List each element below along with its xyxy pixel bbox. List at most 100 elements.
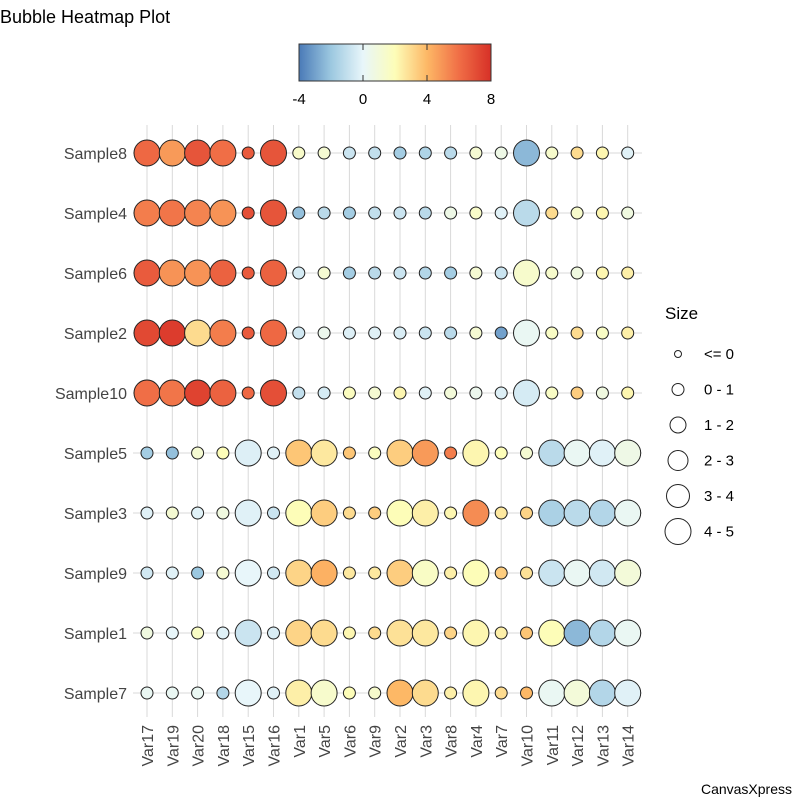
bubble-sample7-var12[interactable] (563, 679, 591, 707)
bubble-sample3-var6[interactable] (342, 506, 356, 520)
bubble-sample2-var6[interactable] (342, 326, 356, 340)
bubble-sample5-var15[interactable] (234, 439, 262, 467)
bubble-sample4-var16[interactable] (260, 199, 287, 227)
bubble-sample1-var18[interactable] (216, 626, 230, 640)
bubble-sample5-var10[interactable] (520, 446, 533, 460)
bubble-sample10-var16[interactable] (260, 379, 287, 407)
bubble-sample9-var4[interactable] (462, 559, 490, 587)
bubble-sample10-var18[interactable] (209, 379, 237, 407)
bubble-sample9-var9[interactable] (368, 566, 382, 580)
bubble-sample1-var1[interactable] (285, 619, 313, 647)
bubble-sample8-var10[interactable] (513, 139, 540, 167)
bubble-sample2-var11[interactable] (545, 326, 559, 340)
bubble-sample1-var3[interactable] (411, 619, 439, 647)
bubble-sample1-var10[interactable] (520, 626, 533, 640)
bubble-sample10-var10[interactable] (513, 379, 540, 407)
bubble-sample7-var2[interactable] (386, 679, 414, 707)
bubble-sample8-var7[interactable] (494, 146, 508, 160)
bubble-sample10-var19[interactable] (158, 379, 186, 407)
bubble-sample5-var1[interactable] (285, 439, 313, 467)
bubble-sample3-var9[interactable] (368, 506, 382, 520)
bubble-sample1-var4[interactable] (462, 619, 490, 647)
bubble-sample10-var15[interactable] (241, 386, 255, 400)
bubble-sample9-var2[interactable] (386, 559, 414, 587)
bubble-sample7-var13[interactable] (588, 679, 616, 707)
bubble-sample8-var19[interactable] (158, 139, 186, 167)
bubble-sample1-var5[interactable] (310, 619, 338, 647)
bubble-sample5-var6[interactable] (342, 446, 356, 460)
bubble-sample5-var4[interactable] (462, 439, 490, 467)
bubble-sample10-var2[interactable] (393, 386, 407, 400)
bubble-sample7-var4[interactable] (462, 679, 490, 707)
bubble-sample3-var7[interactable] (494, 506, 508, 520)
bubble-sample1-var15[interactable] (234, 619, 262, 647)
bubble-sample6-var6[interactable] (342, 266, 356, 280)
bubble-sample10-var12[interactable] (570, 386, 584, 400)
bubble-sample7-var9[interactable] (368, 686, 382, 700)
bubble-sample8-var6[interactable] (342, 146, 356, 160)
bubble-sample10-var20[interactable] (184, 379, 212, 407)
bubble-sample3-var13[interactable] (588, 499, 616, 527)
bubble-sample4-var11[interactable] (545, 206, 559, 220)
bubble-sample6-var10[interactable] (513, 259, 540, 287)
bubble-sample6-var19[interactable] (158, 259, 186, 287)
bubble-sample1-var8[interactable] (444, 626, 458, 640)
bubble-sample4-var1[interactable] (292, 206, 306, 220)
bubble-sample6-var16[interactable] (260, 259, 287, 287)
bubble-sample7-var11[interactable] (538, 679, 566, 707)
bubble-sample2-var17[interactable] (133, 319, 161, 347)
bubble-sample4-var9[interactable] (368, 206, 382, 220)
bubble-sample5-var11[interactable] (538, 439, 566, 467)
bubble-sample4-var13[interactable] (595, 206, 609, 220)
bubble-sample7-var1[interactable] (285, 679, 313, 707)
bubble-sample4-var17[interactable] (133, 199, 161, 227)
bubble-sample3-var17[interactable] (140, 506, 154, 520)
bubble-sample8-var14[interactable] (621, 146, 635, 160)
bubble-sample7-var10[interactable] (520, 686, 533, 700)
bubble-sample9-var3[interactable] (411, 559, 439, 587)
bubble-sample3-var15[interactable] (234, 499, 262, 527)
bubble-sample2-var8[interactable] (444, 326, 458, 340)
bubble-sample4-var18[interactable] (209, 199, 237, 227)
bubble-sample5-var5[interactable] (310, 439, 338, 467)
bubble-sample8-var8[interactable] (444, 146, 458, 160)
bubble-sample7-var6[interactable] (342, 686, 356, 700)
bubble-sample5-var3[interactable] (411, 439, 439, 467)
bubble-sample6-var11[interactable] (545, 266, 559, 280)
bubble-sample2-var14[interactable] (621, 326, 635, 340)
bubble-sample2-var15[interactable] (241, 326, 255, 340)
bubble-sample3-var2[interactable] (386, 499, 414, 527)
bubble-sample10-var5[interactable] (317, 386, 331, 400)
bubble-sample9-var14[interactable] (614, 559, 642, 587)
bubble-sample7-var3[interactable] (411, 679, 439, 707)
bubble-sample1-var11[interactable] (538, 619, 566, 647)
bubble-sample2-var9[interactable] (368, 326, 382, 340)
bubble-sample9-var15[interactable] (234, 559, 262, 587)
bubble-sample7-var15[interactable] (234, 679, 262, 707)
bubble-sample4-var12[interactable] (570, 206, 584, 220)
bubble-sample3-var16[interactable] (267, 506, 280, 520)
bubble-sample9-var7[interactable] (494, 566, 508, 580)
bubble-sample3-var5[interactable] (310, 499, 338, 527)
bubble-sample5-var19[interactable] (165, 446, 179, 460)
bubble-sample10-var13[interactable] (595, 386, 609, 400)
bubble-sample5-var17[interactable] (140, 446, 154, 460)
bubble-sample8-var15[interactable] (241, 146, 255, 160)
bubble-sample9-var16[interactable] (267, 566, 280, 580)
bubble-sample6-var3[interactable] (418, 266, 432, 280)
bubble-sample2-var4[interactable] (469, 326, 483, 340)
bubble-sample6-var9[interactable] (368, 266, 382, 280)
bubble-sample6-var18[interactable] (209, 259, 237, 287)
bubble-sample3-var20[interactable] (191, 506, 205, 520)
bubble-sample4-var10[interactable] (513, 199, 540, 227)
bubble-sample10-var14[interactable] (621, 386, 635, 400)
bubble-sample9-var17[interactable] (140, 566, 154, 580)
bubble-sample7-var20[interactable] (191, 686, 205, 700)
bubble-sample5-var8[interactable] (444, 446, 458, 460)
bubble-sample8-var13[interactable] (595, 146, 609, 160)
bubble-sample10-var11[interactable] (545, 386, 559, 400)
bubble-sample8-var16[interactable] (260, 139, 287, 167)
bubble-sample9-var12[interactable] (563, 559, 591, 587)
bubble-sample10-var17[interactable] (133, 379, 161, 407)
bubble-sample3-var11[interactable] (538, 499, 566, 527)
